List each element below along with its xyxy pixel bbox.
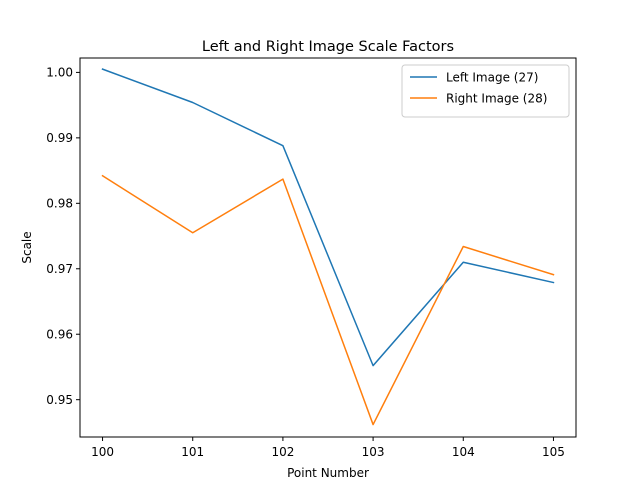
y-tick-label: 1.00 (46, 66, 73, 80)
y-axis-ticks: 0.95 0.96 0.97 0.98 0.99 1.00 (46, 66, 80, 407)
series-layer (101, 68, 555, 426)
y-tick-label: 0.96 (46, 328, 73, 342)
legend-box (401, 64, 570, 118)
series-line-left-image (101, 68, 555, 367)
legend-label: Right Image (28) (446, 91, 547, 105)
x-tick-label: 102 (271, 445, 294, 459)
y-tick-label: 0.97 (46, 262, 73, 276)
plot-area-frame (79, 57, 577, 438)
x-tick-label: 103 (362, 445, 385, 459)
legend-label: Left Image (27) (446, 70, 538, 84)
y-axis-label: Scale (20, 231, 34, 263)
x-axis-ticks: 100 101 102 103 104 105 (91, 437, 565, 459)
x-tick-label: 101 (181, 445, 204, 459)
x-tick-label: 100 (91, 445, 114, 459)
y-tick-label: 0.98 (46, 197, 73, 211)
y-tick-label: 0.99 (46, 131, 73, 145)
x-tick-label: 104 (452, 445, 475, 459)
x-axis-label: Point Number (287, 466, 369, 480)
y-tick-label: 0.95 (46, 393, 73, 407)
legend: Left Image (27) Right Image (28) (401, 64, 570, 118)
x-tick-label: 105 (542, 445, 565, 459)
chart-title: Left and Right Image Scale Factors (202, 39, 454, 55)
series-line-right-image (101, 174, 555, 426)
